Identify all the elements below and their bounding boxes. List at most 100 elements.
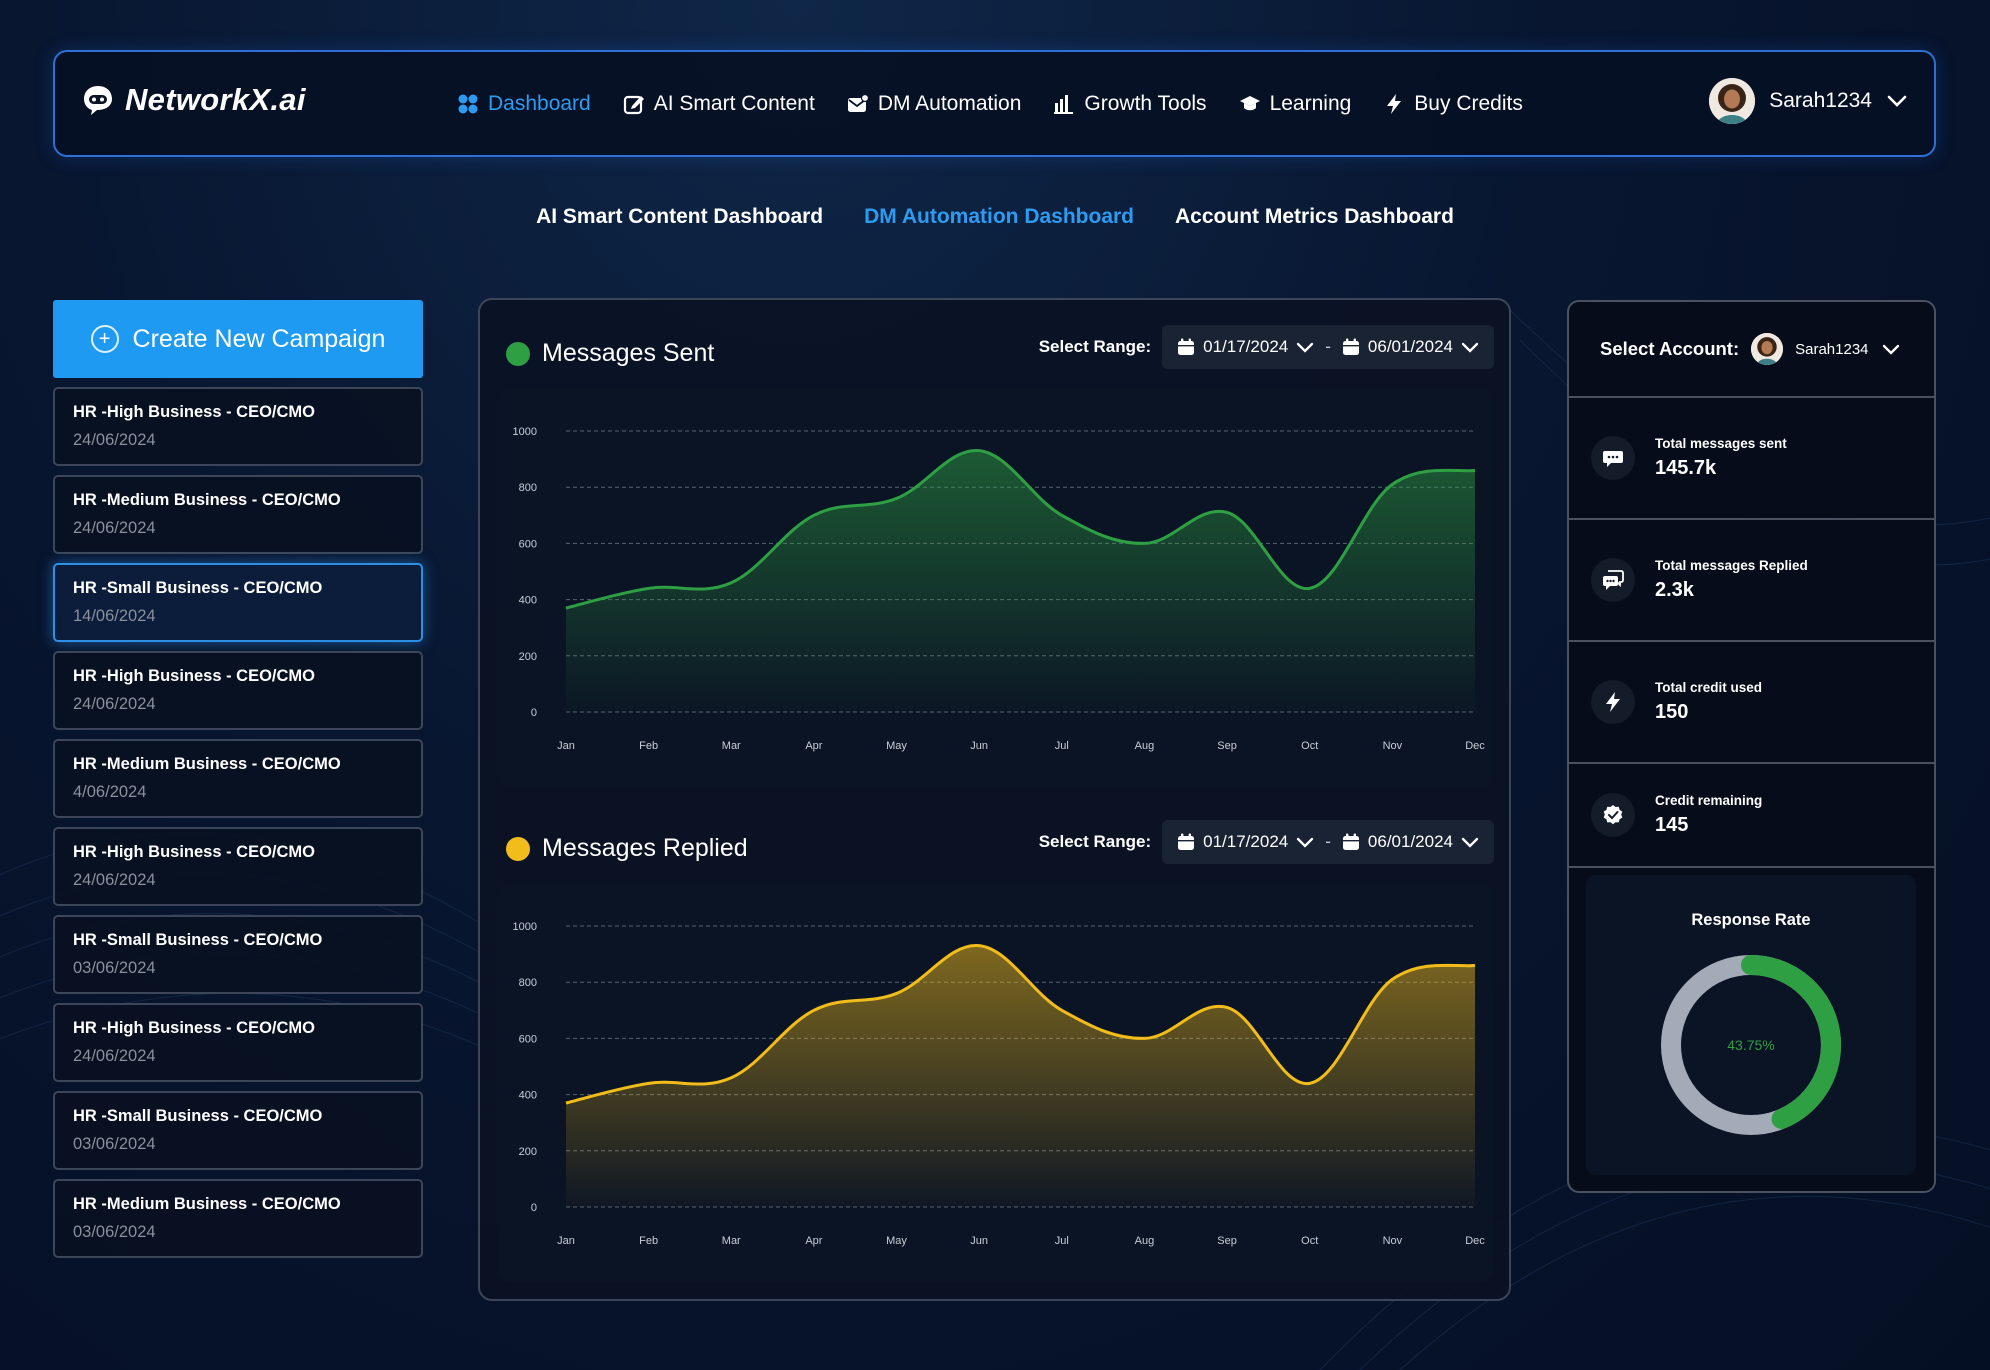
x-tick-label: May bbox=[886, 1235, 907, 1247]
start-date-picker[interactable]: 01/17/2024 bbox=[1176, 337, 1315, 357]
campaign-date: 4/06/2024 bbox=[73, 783, 147, 801]
bar-chart-icon bbox=[1054, 94, 1074, 114]
campaign-date: 14/06/2024 bbox=[73, 607, 156, 625]
y-tick-label: 800 bbox=[519, 482, 537, 494]
end-date-picker[interactable]: 06/01/2024 bbox=[1341, 337, 1480, 357]
y-tick-label: 600 bbox=[519, 538, 537, 550]
calendar-icon bbox=[1178, 833, 1195, 850]
x-tick-label: Jun bbox=[970, 1235, 988, 1247]
x-tick-label: Apr bbox=[805, 740, 822, 752]
nav-dashboard[interactable]: Dashboard bbox=[457, 92, 591, 116]
list-item[interactable]: HR -Medium Business - CEO/CMO 4/06/2024 bbox=[53, 739, 423, 818]
list-item[interactable]: HR -High Business - CEO/CMO 24/06/2024 bbox=[53, 827, 423, 906]
list-item[interactable]: HR -Medium Business - CEO/CMO 03/06/2024 bbox=[53, 1179, 423, 1258]
user-name: Sarah1234 bbox=[1769, 89, 1872, 112]
campaign-date: 03/06/2024 bbox=[73, 1223, 156, 1241]
tab-ai-smart-content-dashboard[interactable]: AI Smart Content Dashboard bbox=[536, 205, 824, 228]
x-tick-label: Jan bbox=[557, 1235, 575, 1247]
yellow-dot-icon bbox=[506, 836, 530, 861]
calendar-icon bbox=[1342, 338, 1359, 355]
y-tick-label: 400 bbox=[519, 1090, 537, 1102]
stat-value: 145 bbox=[1655, 814, 1689, 836]
stat-value: 145.7k bbox=[1655, 457, 1717, 479]
charts-panel: Messages Sent Select Range: 01/17/2024 -… bbox=[478, 298, 1511, 1301]
y-tick-label: 0 bbox=[531, 1202, 537, 1214]
y-tick-label: 200 bbox=[519, 1146, 537, 1158]
campaign-date: 24/06/2024 bbox=[73, 871, 156, 889]
donut-arc bbox=[1661, 955, 1841, 1135]
avatar bbox=[1751, 333, 1784, 365]
messages-replied-header: Messages Replied bbox=[506, 834, 748, 863]
nav-label: Dashboard bbox=[488, 91, 591, 115]
dashboard-tabs: AI Smart Content Dashboard DM Automation… bbox=[0, 205, 1990, 229]
stat-value: 2.3k bbox=[1655, 579, 1694, 601]
brand-logo[interactable]: NetworkX.ai bbox=[81, 82, 306, 118]
x-tick-label: Sep bbox=[1217, 1235, 1237, 1247]
x-tick-label: Apr bbox=[805, 1235, 822, 1247]
range-separator: - bbox=[1325, 337, 1331, 356]
stat-label: Total messages Replied bbox=[1655, 558, 1808, 573]
main-nav: Dashboard AI Smart Content DM Automation… bbox=[457, 52, 1523, 155]
nav-ai-smart-content[interactable]: AI Smart Content bbox=[623, 92, 815, 116]
list-item[interactable]: HR -High Business - CEO/CMO 24/06/2024 bbox=[53, 1003, 423, 1082]
tab-account-metrics-dashboard[interactable]: Account Metrics Dashboard bbox=[1175, 205, 1454, 228]
list-item[interactable]: HR -Small Business - CEO/CMO 03/06/2024 bbox=[53, 915, 423, 994]
lightning-icon bbox=[1387, 93, 1402, 114]
graduation-cap-icon bbox=[1239, 95, 1260, 110]
y-tick-label: 0 bbox=[531, 707, 537, 719]
response-rate-donut: 43.75% bbox=[1661, 955, 1841, 1135]
x-tick-label: Oct bbox=[1301, 740, 1318, 752]
start-date: 01/17/2024 bbox=[1203, 832, 1289, 851]
mail-icon bbox=[847, 93, 869, 112]
range-label: Select Range: bbox=[1038, 832, 1152, 851]
badge-check-icon bbox=[1591, 793, 1635, 837]
y-tick-label: 1000 bbox=[513, 426, 537, 438]
list-item[interactable]: HR -Small Business - CEO/CMO 03/06/2024 bbox=[53, 1091, 423, 1170]
start-date-picker[interactable]: 01/17/2024 bbox=[1176, 832, 1315, 852]
chevron-down-icon bbox=[1297, 837, 1314, 848]
list-item[interactable]: HR -Medium Business - CEO/CMO 24/06/2024 bbox=[53, 475, 423, 554]
stat-credit-remaining: Credit remaining 145 bbox=[1569, 764, 1934, 868]
nav-learning[interactable]: Learning bbox=[1239, 91, 1352, 116]
y-tick-label: 400 bbox=[519, 595, 537, 607]
user-menu[interactable]: Sarah1234 bbox=[1709, 78, 1908, 124]
nav-buy-credits[interactable]: Buy Credits bbox=[1383, 92, 1523, 116]
robot-logo-icon bbox=[84, 86, 112, 115]
x-tick-label: Jul bbox=[1055, 1235, 1069, 1247]
x-tick-label: Feb bbox=[639, 740, 658, 752]
replied-range-selector: Select Range: 01/17/2024 - 06/01/2024 bbox=[1039, 820, 1494, 864]
date-range-box: 01/17/2024 - 06/01/2024 bbox=[1162, 325, 1494, 369]
y-tick-label: 800 bbox=[519, 977, 537, 989]
nav-dm-automation[interactable]: DM Automation bbox=[847, 92, 1021, 116]
campaign-title: HR -High Business - CEO/CMO bbox=[73, 403, 316, 421]
stat-label: Total credit used bbox=[1655, 680, 1763, 695]
series-area bbox=[566, 945, 1475, 1207]
stat-value: 150 bbox=[1655, 701, 1689, 723]
create-campaign-button[interactable]: + Create New Campaign bbox=[53, 300, 423, 378]
account-selector[interactable]: Select Account: Sarah1234 bbox=[1569, 302, 1934, 398]
nav-growth-tools[interactable]: Growth Tools bbox=[1053, 92, 1207, 116]
range-label: Select Range: bbox=[1038, 337, 1152, 356]
nav-label: AI Smart Content bbox=[653, 91, 815, 115]
stat-label: Credit remaining bbox=[1655, 793, 1763, 808]
campaign-date: 03/06/2024 bbox=[73, 959, 156, 977]
x-tick-label: Feb bbox=[639, 1235, 658, 1247]
lightning-icon bbox=[1591, 680, 1635, 724]
list-item[interactable]: HR -High Business - CEO/CMO 24/06/2024 bbox=[53, 651, 423, 730]
end-date-picker[interactable]: 06/01/2024 bbox=[1341, 832, 1480, 852]
campaign-title: HR -Medium Business - CEO/CMO bbox=[73, 1195, 341, 1213]
messages-sent-header: Messages Sent bbox=[506, 339, 714, 368]
campaign-title: HR -Small Business - CEO/CMO bbox=[73, 931, 323, 949]
messages-replied-chart-svg: 0 200 400 600 800 1000 Jan Feb Mar Apr May Jun Jul Au… bbox=[513, 921, 1486, 1247]
list-item-selected[interactable]: HR -Small Business - CEO/CMO 14/06/2024 bbox=[53, 563, 423, 642]
campaign-date: 03/06/2024 bbox=[73, 1135, 156, 1153]
nav-label: Learning bbox=[1269, 91, 1352, 115]
x-tick-label: Jun bbox=[970, 740, 988, 752]
x-tick-label: Mar bbox=[722, 1235, 741, 1247]
x-tick-label: Oct bbox=[1301, 1235, 1318, 1247]
list-item[interactable]: HR -High Business - CEO/CMO 24/06/2024 bbox=[53, 387, 423, 466]
campaign-title: HR -Medium Business - CEO/CMO bbox=[73, 755, 341, 773]
chevron-down-icon bbox=[1461, 837, 1479, 848]
tab-dm-automation-dashboard[interactable]: DM Automation Dashboard bbox=[864, 205, 1135, 228]
x-tick-label: Mar bbox=[722, 740, 741, 752]
